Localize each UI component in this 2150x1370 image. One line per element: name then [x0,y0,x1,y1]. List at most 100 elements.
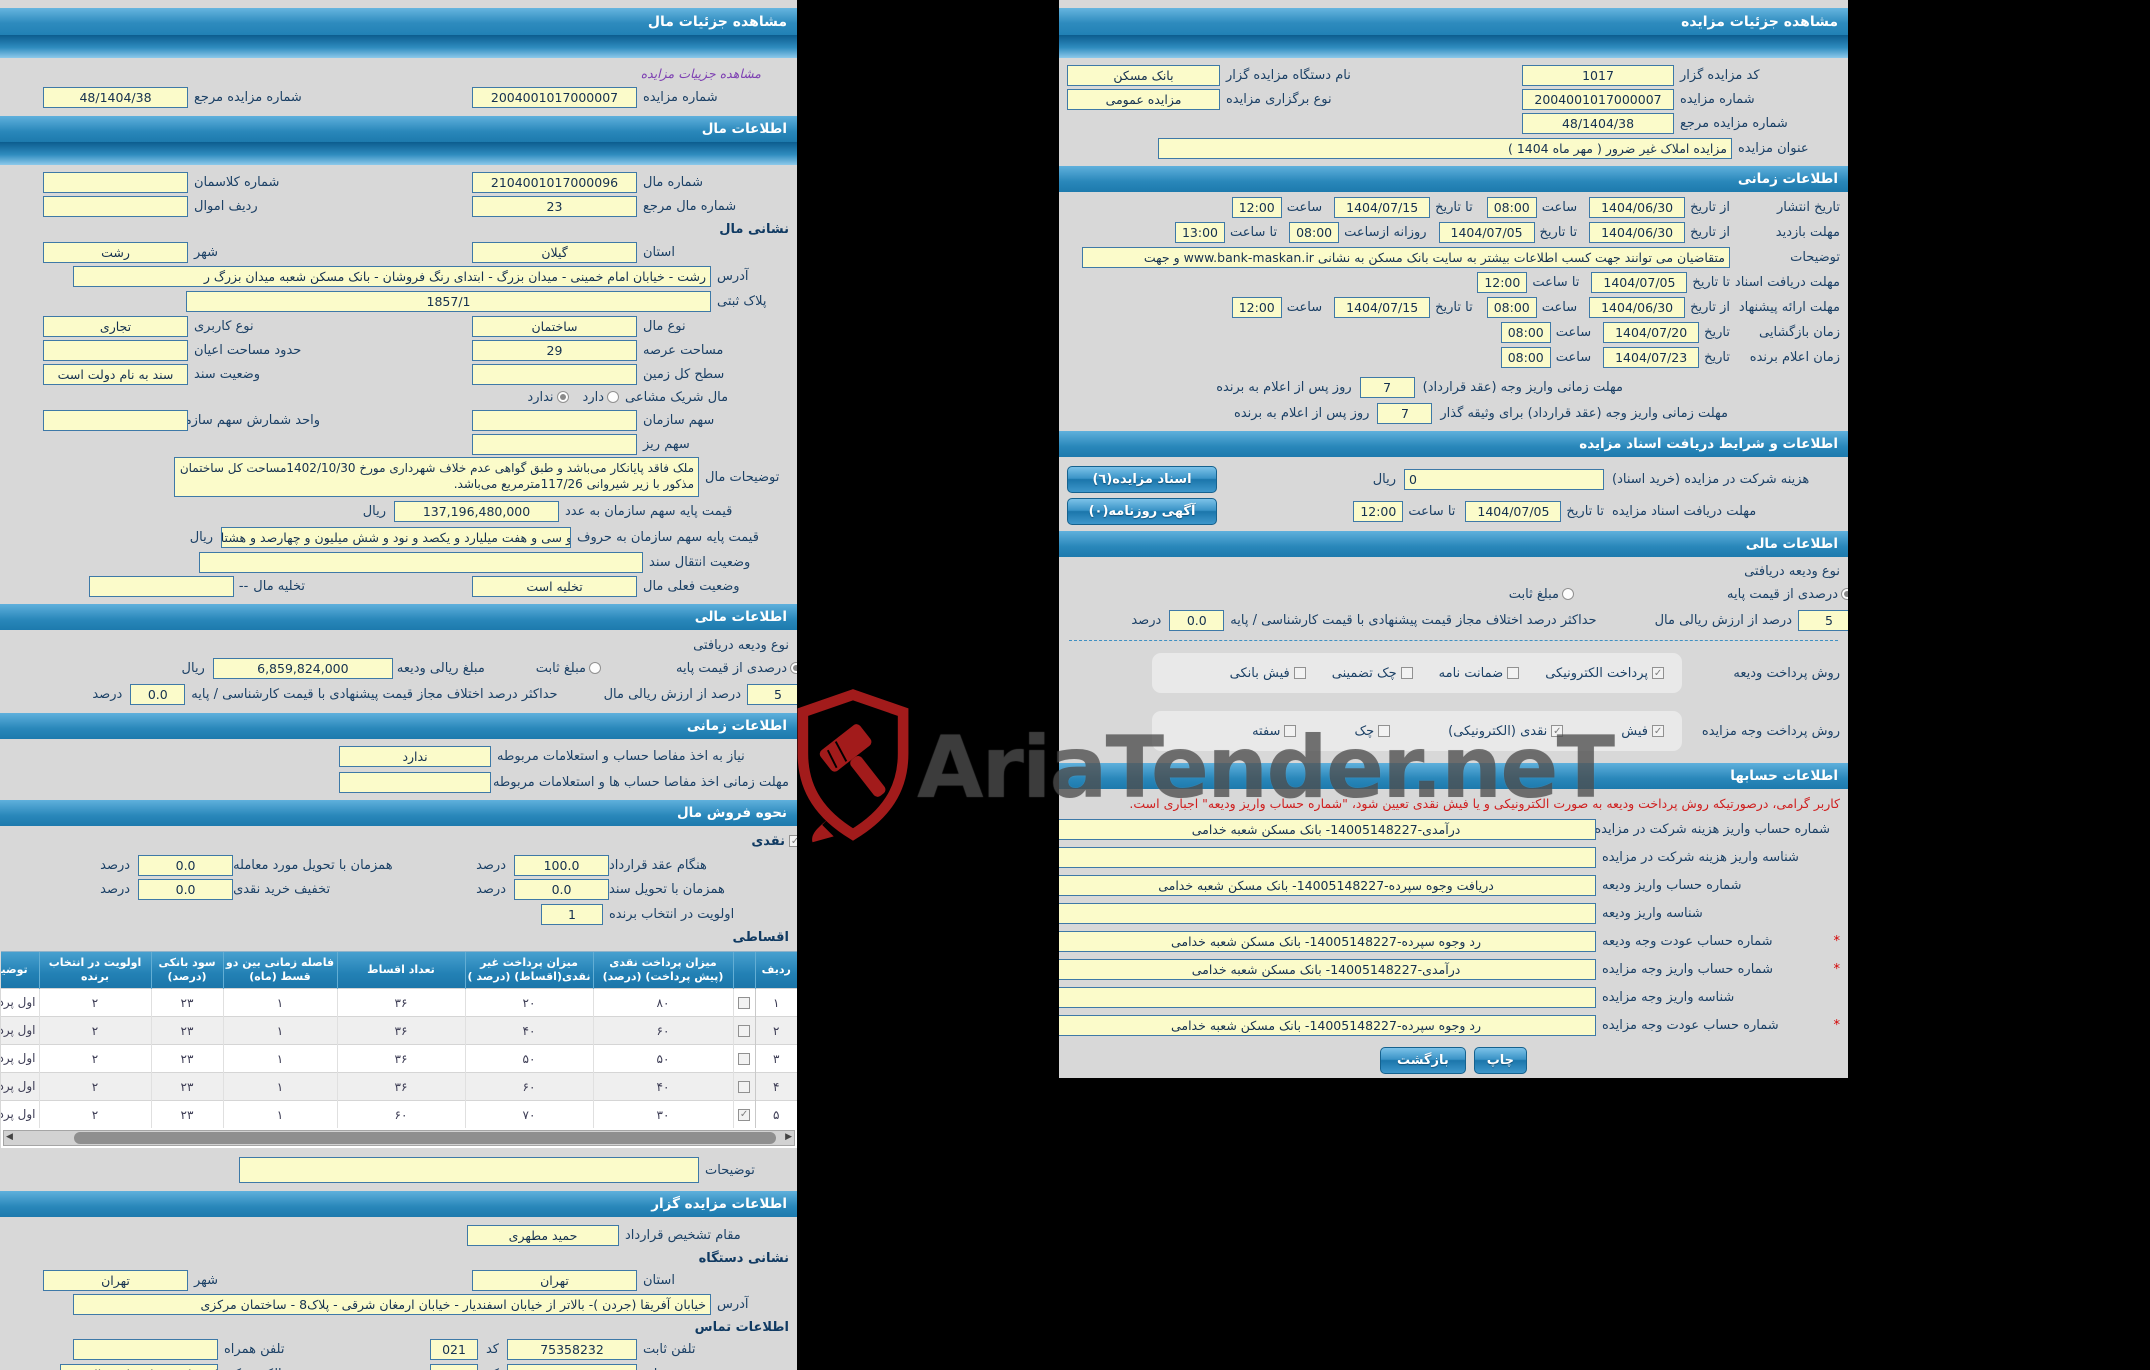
fax-code-field[interactable]: 021 [429,1364,478,1370]
doc-deadline-date-field[interactable]: 1404/07/05 [1591,272,1688,293]
auction-title-field[interactable]: مزایده املاک غیر ضرور ( مهر ماه 1404 ) [1158,137,1732,159]
installment-select-checkbox[interactable] [738,1052,750,1065]
clearance-deadline-field[interactable] [339,771,491,793]
visit-from-date-field[interactable]: 1404/06/30 [1589,222,1686,243]
publish-to-time-field[interactable]: 12:00 [1231,197,1282,218]
land-area-field[interactable] [472,363,637,385]
at-deed-field[interactable]: 0.0 [514,878,609,900]
usage-type-field[interactable]: تجاری [43,315,188,337]
plate-no-field[interactable]: 1857/1 [186,291,711,312]
opening-date-field[interactable]: 1404/07/20 [1603,322,1700,343]
back-button-right[interactable]: بازگشت [1379,1047,1466,1074]
visit-to-date-field[interactable]: 1404/07/05 [1438,222,1535,243]
installment-select-checkbox[interactable] [738,996,750,1009]
winner-date-field[interactable]: 1404/07/23 [1603,347,1700,368]
deed-transfer-field[interactable] [199,551,643,573]
account-field[interactable]: دریافت وجوه سپرده-14005148227- بانک مسکن… [1059,874,1596,896]
base-price-words-field[interactable]: یکصد و سی و هفت میلیارد و یکصد و نود و ش… [221,526,571,548]
auctioneer-code-field[interactable]: 1017 [1522,64,1674,86]
org-name-field[interactable]: بانک مسکن [1067,64,1220,86]
org-city-field[interactable]: تهران [43,1269,188,1291]
winner-priority-field[interactable]: 1 [541,903,603,925]
rp-auction-ref-field[interactable]: 48/1404/38 [1522,112,1674,134]
check-checkbox[interactable] [1378,725,1391,737]
doc-deadline-time-field[interactable]: 12:00 [1477,272,1528,293]
asset-row-field[interactable] [43,195,188,217]
bank-slip-checkbox[interactable] [1293,667,1306,679]
cash-discount-field[interactable]: 0.0 [138,878,234,900]
base-price-digits-field[interactable]: 137,196,480,000 [394,500,559,522]
deposit-fixed-radio[interactable] [589,662,602,674]
proposal-from-time-field[interactable]: 08:00 [1486,297,1537,318]
rp-max-diff-field[interactable]: 0.0 [1169,609,1225,631]
cash-electronic-checkbox[interactable] [1551,725,1564,737]
max-diff-field[interactable]: 0.0 [130,683,186,705]
evacuation-field[interactable] [88,575,234,597]
slip-checkbox[interactable] [1652,725,1664,737]
area-field[interactable]: 29 [472,339,637,361]
at-delivery-field[interactable]: 0.0 [138,854,234,876]
asset-type-field[interactable]: ساختمان [472,315,637,337]
visit-from-time-field[interactable]: 08:00 [1289,222,1340,243]
shared-has-radio[interactable] [607,391,619,403]
doc-deadline2-time-field[interactable]: 12:00 [1353,500,1404,522]
cash-checkbox[interactable] [789,835,797,847]
auction-details-link[interactable]: مشاهده جزییات مزایده [640,65,761,81]
winner-time-field[interactable]: 08:00 [1500,347,1551,368]
pay1-days-field[interactable]: 7 [1359,376,1415,398]
org-address-field[interactable]: خیابان آفریقا (جردن )- بالاتر از خیابان … [73,1294,711,1315]
account-field[interactable] [1059,902,1596,924]
rp-deposit-fixed-radio[interactable] [1562,588,1575,600]
doc-deadline2-date-field[interactable]: 1404/07/05 [1465,500,1562,522]
fax-field[interactable]: 26205036 [507,1364,637,1370]
installment-select-checkbox[interactable] [738,1108,750,1121]
publish-from-date-field[interactable]: 1404/06/30 [1589,197,1686,218]
share-detail-field[interactable] [472,433,637,455]
province-field[interactable]: گیلان [472,241,637,263]
phone-code-field[interactable]: 021 [429,1339,478,1360]
email-field[interactable]: supplier@bank-maskan.ir [59,1364,218,1370]
asset-desc-field[interactable]: ملک فاقد پایانکار می‌باشد و طبق گواهی عد… [174,457,699,497]
asset-ref-no-field[interactable]: 23 [472,195,637,217]
guarantee-letter-checkbox[interactable] [1507,667,1520,679]
rp-deposit-percent-field[interactable]: 5 [1798,609,1848,631]
notes-field[interactable] [239,1157,699,1183]
rp-deposit-percent-radio[interactable] [1841,588,1848,600]
fee-field[interactable]: 0 [1404,468,1604,490]
opening-time-field[interactable]: 08:00 [1500,322,1551,343]
electronic-payment-checkbox[interactable] [1652,667,1664,679]
installments-horizontal-scrollbar[interactable]: ◀ ▶ [3,1130,795,1146]
newspaper-ad-button[interactable]: آگهی روزنامه(٠) [1067,497,1217,525]
account-field[interactable] [1059,846,1596,868]
promissory-note-checkbox[interactable] [1284,725,1297,737]
auction-no-field[interactable]: 2004001017000007 [472,86,637,108]
account-field[interactable]: درآمدی-14005148227- بانک مسکن شعبه خدامی [1059,818,1596,840]
visit-to-time-field[interactable]: 13:00 [1175,222,1225,243]
deed-status-field[interactable]: سند به نام دولت است [43,363,188,385]
org-share-unit-field[interactable] [43,409,188,431]
contract-authority-field[interactable]: حمید مطهری [467,1224,619,1246]
org-share-field[interactable] [472,409,637,431]
auction-ref-no-field[interactable]: 48/1404/38 [43,86,188,108]
proposal-from-date-field[interactable]: 1404/06/30 [1589,297,1686,318]
installment-select-checkbox[interactable] [738,1024,750,1037]
address-field[interactable]: رشت - خیابان امام خمینی - میدان بزرگ - ا… [73,266,711,287]
scroll-right-arrow-icon[interactable]: ▶ [785,1132,792,1142]
org-province-field[interactable]: تهران [472,1269,637,1291]
phone-field[interactable]: 75358232 [507,1339,637,1360]
pay2-days-field[interactable]: 7 [1377,402,1433,424]
city-field[interactable]: رشت [43,241,188,263]
certified-check-checkbox[interactable] [1400,667,1413,679]
account-field[interactable] [1059,986,1596,1008]
classman-no-field[interactable] [43,171,188,193]
auction-type-field[interactable]: مزایده عمومی [1067,88,1220,110]
publish-to-date-field[interactable]: 1404/07/15 [1334,197,1431,218]
proposal-to-date-field[interactable]: 1404/07/15 [1334,297,1431,318]
print-button-right[interactable]: چاپ [1473,1047,1528,1074]
account-field[interactable]: رد وجوه سپرده-14005148227- بانک مسکن شعب… [1059,1014,1596,1036]
deposit-percent-radio[interactable] [790,662,797,674]
auction-docs-button[interactable]: اسناد مزایده(٦) [1067,465,1217,493]
asset-no-field[interactable]: 2104001017000096 [472,171,637,193]
account-field[interactable]: رد وجوه سپرده-14005148227- بانک مسکن شعب… [1059,930,1596,952]
mobile-field[interactable] [72,1339,218,1360]
